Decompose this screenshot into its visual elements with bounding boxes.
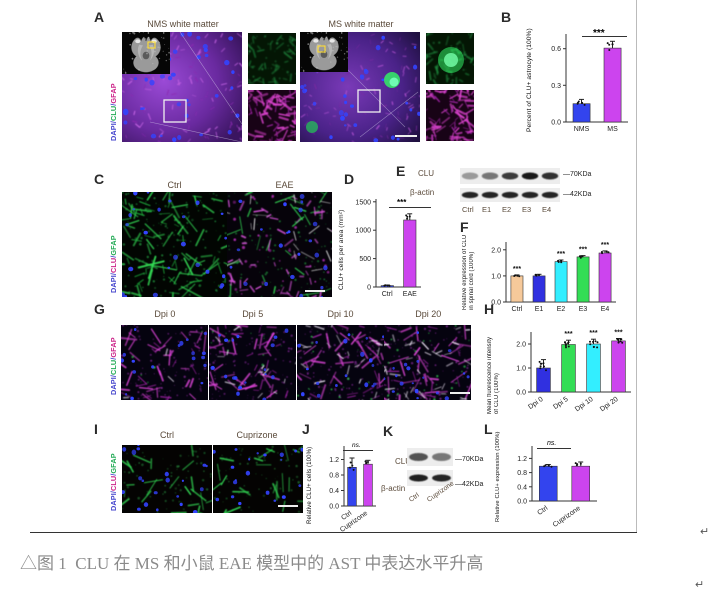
- svg-text:Ctrl: Ctrl: [536, 505, 549, 517]
- svg-text:E2: E2: [557, 306, 566, 313]
- svg-text:Dpi 0: Dpi 0: [527, 396, 544, 411]
- svg-text:***: ***: [579, 247, 587, 254]
- svg-text:Ctrl: Ctrl: [512, 306, 523, 313]
- svg-text:0.4: 0.4: [517, 484, 527, 491]
- svg-text:1500: 1500: [355, 199, 371, 206]
- svg-text:0.8: 0.8: [517, 470, 527, 477]
- svg-text:E4: E4: [601, 306, 610, 313]
- svg-text:500: 500: [359, 256, 371, 263]
- svg-text:E1: E1: [535, 306, 544, 313]
- svg-text:Cuprizone: Cuprizone: [552, 505, 582, 527]
- svg-text:0: 0: [367, 285, 371, 292]
- svg-text:Dpi 20: Dpi 20: [599, 396, 620, 413]
- svg-text:NMS: NMS: [574, 126, 590, 133]
- svg-text:1.0: 1.0: [516, 366, 526, 373]
- svg-text:Dpi 10: Dpi 10: [574, 396, 595, 413]
- svg-text:0.4: 0.4: [329, 488, 339, 495]
- svg-text:0.8: 0.8: [329, 473, 339, 480]
- svg-text:0.0: 0.0: [329, 504, 339, 511]
- svg-text:***: ***: [564, 331, 572, 338]
- svg-text:0.3: 0.3: [551, 83, 561, 90]
- svg-text:0.0: 0.0: [517, 499, 527, 506]
- svg-text:***: ***: [513, 266, 521, 273]
- svg-text:1.2: 1.2: [329, 457, 339, 464]
- svg-text:Ctrl: Ctrl: [382, 291, 393, 298]
- svg-text:0.6: 0.6: [551, 46, 561, 53]
- svg-text:0.0: 0.0: [551, 120, 561, 127]
- svg-text:E3: E3: [579, 306, 588, 313]
- svg-text:0.0: 0.0: [516, 390, 526, 397]
- svg-text:MS: MS: [607, 126, 618, 133]
- svg-text:2.0: 2.0: [491, 247, 501, 254]
- svg-text:***: ***: [601, 242, 609, 249]
- svg-text:2.0: 2.0: [516, 342, 526, 349]
- svg-text:1.0: 1.0: [491, 273, 501, 280]
- svg-text:***: ***: [557, 251, 565, 258]
- svg-text:1000: 1000: [355, 228, 371, 235]
- svg-text:***: ***: [614, 330, 622, 337]
- svg-text:1.2: 1.2: [517, 456, 527, 463]
- svg-text:Dpi 5: Dpi 5: [552, 396, 569, 411]
- svg-text:***: ***: [589, 330, 597, 337]
- svg-text:EAE: EAE: [403, 291, 417, 298]
